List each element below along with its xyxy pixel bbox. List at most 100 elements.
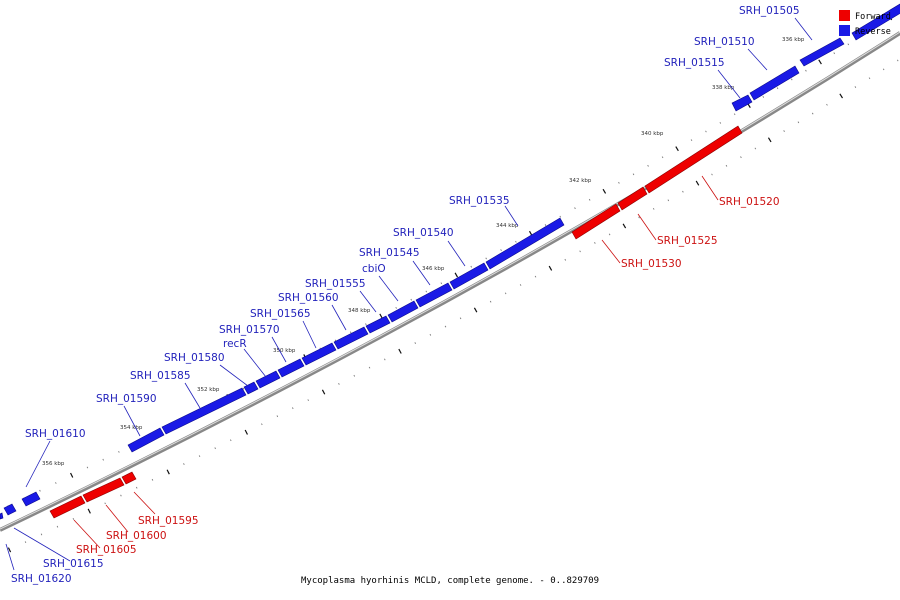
gene-srh-01595[interactable] [121, 471, 137, 485]
label-srh-01560: SRH_01560 [278, 292, 339, 304]
gene-srh-01540[interactable] [449, 262, 489, 290]
gene-srh-01565[interactable] [301, 342, 337, 366]
gene-srh-01585[interactable] [161, 387, 247, 435]
scale-tick [632, 173, 635, 176]
gene-srh-01560[interactable] [333, 326, 369, 350]
gene-srh-01590[interactable] [127, 427, 165, 453]
scale-tick [135, 486, 138, 489]
genome-title: Mycoplasma hyorhinis MCLD, complete geno… [300, 576, 599, 586]
scale-tick [790, 78, 793, 81]
reverse-genes [0, 3, 900, 520]
gene-srh-01535[interactable] [485, 217, 565, 270]
scale-tick [429, 333, 432, 336]
scale-tick [826, 103, 828, 106]
tick-label-354: 354 kbp [120, 425, 143, 431]
scale-tick [242, 387, 245, 390]
scale-tick [579, 250, 581, 253]
scale-tick [544, 224, 547, 226]
tick-label-342: 342 kbp [569, 178, 592, 184]
gene-srh-01520[interactable] [644, 125, 743, 194]
scale-tick [7, 547, 12, 553]
scale-tick [762, 95, 765, 98]
scale-tick [321, 389, 326, 395]
scale-tick [574, 207, 576, 210]
gene-srh-01580[interactable] [243, 381, 259, 395]
scale-tick [754, 147, 757, 150]
scale-tick [682, 190, 684, 193]
gene-srh-01605[interactable] [49, 495, 86, 519]
scale-tick [833, 52, 836, 55]
label-cbio: cbiO [362, 263, 386, 275]
gene-cbio[interactable] [387, 300, 419, 323]
scale-tick [198, 455, 201, 458]
scale-tick [519, 284, 522, 286]
gene-srh-01530[interactable] [571, 203, 621, 240]
label-srh-01540: SRH_01540 [393, 227, 454, 239]
tick-label-352: 352 kbp [197, 387, 220, 393]
scale-tick [868, 77, 871, 80]
label-srh-01585: SRH_01585 [130, 370, 191, 382]
gene-srh-01610[interactable] [21, 491, 41, 507]
gene-srh-01510[interactable] [749, 65, 800, 101]
label-srh-01610: SRH_01610 [25, 428, 86, 440]
scale-tick [485, 257, 487, 260]
scale-tick [776, 87, 779, 90]
scale-tick [229, 439, 232, 442]
tick-label-344: 344 kbp [496, 223, 519, 229]
scale-tick [70, 472, 74, 478]
gene-srh-01545[interactable] [415, 282, 453, 308]
tick-label-356: 356 kbp [42, 461, 65, 467]
scale-tick [652, 207, 655, 210]
scale-tick [183, 463, 185, 465]
label-srh-01580: SRH_01580 [164, 352, 225, 364]
scale-tick [695, 180, 700, 186]
scale-tick [384, 358, 386, 361]
gene-srh-01615[interactable] [3, 503, 17, 516]
gene-srh-01515[interactable] [731, 94, 753, 112]
scale-tick [515, 240, 517, 243]
label-srh-01525: SRH_01525 [657, 235, 718, 247]
scale-tick [797, 121, 800, 124]
scale-tick [244, 429, 248, 435]
gene-srh-01505[interactable] [799, 37, 845, 67]
gene-srh-01620[interactable] [0, 512, 4, 520]
scale-tick [120, 494, 122, 497]
label-srh-01545: SRH_01545 [359, 247, 420, 259]
gene-srh-01555[interactable] [365, 315, 391, 334]
scale-tick [504, 292, 507, 295]
gene-srh-01570[interactable] [277, 358, 305, 378]
scale-tick [444, 325, 447, 328]
scale-tick [56, 525, 59, 528]
scale-tick [818, 59, 822, 65]
scale-tick [725, 164, 728, 167]
scale-tick [379, 313, 383, 319]
scale-tick [261, 423, 263, 426]
gene-srh-01525[interactable] [617, 186, 648, 211]
scale-tick [349, 331, 352, 334]
label-srh-01535: SRH_01535 [449, 195, 510, 207]
scale-tick [410, 298, 413, 301]
scale-tick [365, 323, 367, 326]
legend-forward-label: Forward [855, 12, 891, 22]
legend: Forward Reverse [839, 10, 891, 37]
scale-tick [24, 541, 27, 544]
scale-tick [594, 241, 596, 244]
scale-tick [55, 482, 57, 484]
label-srh-01555: SRH_01555 [305, 278, 366, 290]
scale-tick [454, 272, 459, 278]
label-srh-01520: SRH_01520 [719, 196, 780, 208]
scale-tick [711, 173, 713, 176]
label-srh-01590: SRH_01590 [96, 393, 157, 405]
gene-srh-01600[interactable] [82, 477, 125, 503]
scale-tick [618, 181, 620, 184]
scale-tick [473, 307, 478, 313]
legend-forward-swatch [839, 10, 850, 21]
gene-recr[interactable] [255, 370, 281, 389]
scale-tick [338, 382, 340, 385]
label-srh-01605: SRH_01605 [76, 544, 137, 556]
scale-tick [440, 282, 443, 285]
scale-tick [470, 265, 473, 268]
scale-tick [647, 164, 649, 167]
gene-offscreen-top[interactable] [851, 3, 900, 41]
